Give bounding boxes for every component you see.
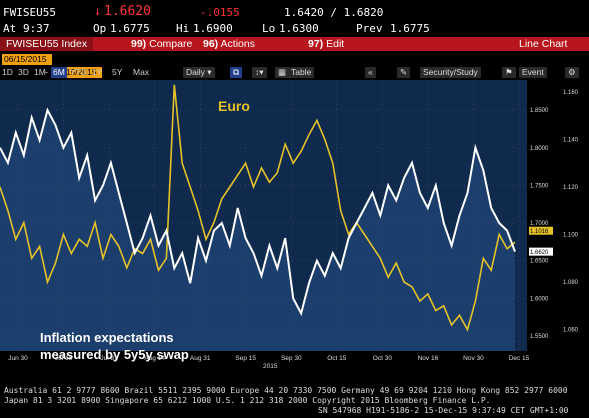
- last-value-label: 1.1016: [530, 229, 549, 235]
- quote-header: FWISEU55 ↓ 1.6620 -.0155 1.6420 / 1.6820…: [0, 0, 589, 36]
- bloomberg-footer: Australia 61 2 9777 8600 Brazil 5511 239…: [0, 384, 589, 418]
- right-axis-tick: 1.140: [563, 137, 579, 143]
- euro-annotation: Euro: [218, 98, 250, 114]
- actions-menu[interactable]: 96) Actions: [203, 37, 255, 51]
- right-axis-tick: 1.120: [563, 185, 579, 191]
- edit-menu-number: 97): [308, 38, 324, 50]
- chevron-down-icon: ▾: [207, 67, 212, 77]
- prev-value: 1.6775: [390, 22, 430, 35]
- period-button-3d[interactable]: 3D: [18, 67, 29, 77]
- high-label: Hi: [176, 22, 190, 35]
- compare-menu-number: 99): [131, 38, 147, 50]
- low-label: Lo: [262, 22, 276, 35]
- period-button-5y[interactable]: 5Y: [112, 67, 123, 77]
- actions-menu-number: 96): [203, 38, 219, 50]
- pencil-icon[interactable]: ✎: [397, 67, 411, 78]
- left-axis-tick: 1.8500: [530, 108, 549, 114]
- low-value: 1.6300: [279, 22, 319, 35]
- line-chart: Jun 30 Jul 15 Jul 31 Aug 14 Aug 31 Sep 15 Sep …: [0, 80, 589, 370]
- end-date-field[interactable]: 12/15/2015: [52, 67, 102, 78]
- inflation-annotation-line2: measured by 5y5y swap: [40, 347, 189, 362]
- last-price: 1.6620: [104, 4, 151, 19]
- back-icon[interactable]: «: [365, 67, 376, 78]
- edit-menu-label: Edit: [326, 38, 345, 50]
- right-axis-tick: 1.100: [563, 233, 579, 239]
- x-tick-label: Jun 30: [8, 355, 28, 362]
- start-date-field[interactable]: 06/15/2015: [2, 54, 52, 65]
- period-button-6m[interactable]: 6M: [51, 67, 67, 78]
- chart-type-label: Line Chart: [519, 38, 568, 50]
- axis-panel: [527, 80, 589, 351]
- right-axis-tick: 1.060: [563, 328, 579, 334]
- period-button-ytd[interactable]: YTD: [70, 67, 87, 77]
- frequency-select[interactable]: Daily ▾: [183, 67, 215, 78]
- x-tick-label: Jul 31: [100, 355, 118, 362]
- period-button-1m[interactable]: 1M: [34, 67, 46, 77]
- last-value-badge: [529, 226, 553, 235]
- left-axis-tick: 1.7000: [530, 221, 549, 227]
- indicator-icon[interactable]: ↕▾: [252, 67, 267, 78]
- x-tick-label: Aug 31: [190, 355, 211, 362]
- bid-ask: 1.6420 / 1.6820: [284, 6, 384, 19]
- x-year-label: 2015: [263, 363, 278, 370]
- actions-menu-label: Actions: [220, 38, 255, 50]
- footer-copyright-line: Japan 81 3 3201 8900 Singapore 65 6212 1…: [4, 396, 491, 405]
- function-menu-bar: FWISEU55 Index 99) Compare 96) Actions 9…: [0, 37, 589, 51]
- compare-menu-label: Compare: [149, 38, 193, 50]
- event-button[interactable]: Event: [519, 67, 547, 78]
- ticker-label: FWISEU55: [3, 6, 56, 19]
- down-arrow-icon: ↓: [94, 4, 102, 18]
- last-value-badge: [529, 247, 553, 256]
- index-tab[interactable]: FWISEU55 Index: [0, 37, 94, 51]
- settings-icon[interactable]: ⚙: [565, 67, 579, 78]
- line-chart-icon[interactable]: ⧉: [230, 67, 243, 78]
- left-axis-tick: 1.6000: [530, 296, 549, 302]
- chart-toolbar: 06/15/2015 12/15/2015 - 1D 3D 1M 6M YTD 1Y 5Y M…: [0, 52, 589, 80]
- compare-menu[interactable]: 99) Compare: [131, 37, 192, 51]
- inflation-area: [0, 110, 515, 351]
- frequency-label: Daily: [186, 67, 205, 77]
- inflation-line: [0, 107, 516, 317]
- period-button-max[interactable]: Max: [133, 67, 150, 77]
- table-button[interactable]: Table: [288, 67, 315, 78]
- x-tick-label: Oct 15: [327, 355, 347, 362]
- time-label: At: [3, 22, 17, 35]
- x-tick-label: Oct 30: [373, 355, 393, 362]
- x-tick-label: Nov 16: [418, 355, 439, 362]
- euro-line: [0, 84, 516, 332]
- open-value: 1.6775: [110, 22, 150, 35]
- right-axis-tick: 1.160: [563, 90, 579, 96]
- quote-time: 9:37: [23, 22, 50, 35]
- security-study-button[interactable]: Security/Study: [420, 67, 481, 78]
- x-tick-label: Aug 14: [144, 355, 165, 362]
- date-dash: -: [45, 67, 48, 77]
- grid-icon[interactable]: ▦: [275, 67, 290, 78]
- left-axis-tick: 1.8000: [530, 146, 549, 152]
- edit-menu[interactable]: 97) Edit: [308, 37, 344, 51]
- flag-icon[interactable]: ⚑: [502, 67, 516, 78]
- left-axis-tick: 1.6500: [530, 259, 549, 265]
- footer-contacts-line: Australia 61 2 9777 8600 Brazil 5511 239…: [4, 386, 568, 395]
- last-value-label: 1.6620: [530, 250, 549, 256]
- open-label: Op: [93, 22, 107, 35]
- period-button-1y[interactable]: 1Y: [92, 67, 103, 77]
- inflation-annotation-line1: Inflation expectations: [40, 330, 174, 345]
- footer-session-line: SN 547968 H191-5186-2 15-Dec-15 9:37:49 …: [318, 406, 569, 415]
- x-tick-label: Sep 30: [281, 355, 302, 362]
- high-value: 1.6900: [193, 22, 233, 35]
- left-axis-tick: 1.5500: [530, 334, 549, 340]
- prev-label: Prev: [356, 22, 383, 35]
- x-tick-label: Sep 15: [235, 355, 256, 362]
- x-tick-label: Jul 15: [55, 355, 73, 362]
- right-axis-tick: 1.080: [563, 280, 579, 286]
- x-tick-label: Nov 30: [463, 355, 484, 362]
- left-axis-tick: 1.7500: [530, 183, 549, 189]
- period-button-1d[interactable]: 1D: [2, 67, 13, 77]
- x-tick-label: Dec 15: [509, 355, 530, 362]
- price-change: -.0155: [200, 6, 240, 19]
